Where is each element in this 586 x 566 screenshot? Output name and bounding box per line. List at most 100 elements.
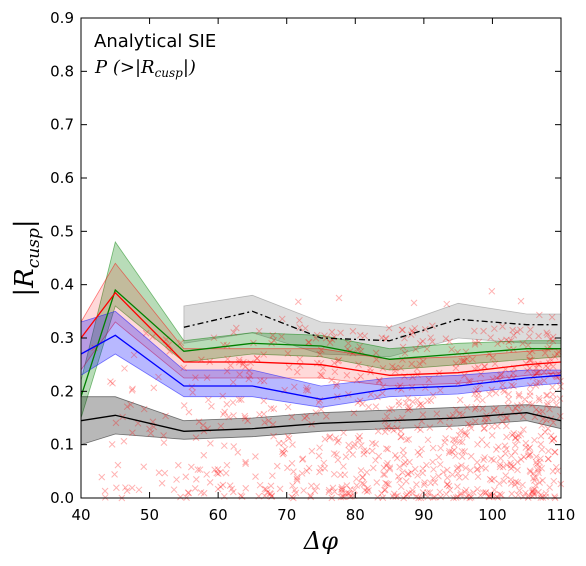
scatter-point bbox=[214, 470, 222, 477]
scatter-point bbox=[538, 422, 546, 429]
scatter-point bbox=[350, 409, 358, 417]
scatter-point bbox=[339, 493, 347, 501]
y-tick-label: 0.2 bbox=[50, 382, 74, 400]
scatter-point bbox=[402, 399, 410, 407]
scatter-point bbox=[182, 473, 190, 481]
scatter-point bbox=[399, 326, 406, 334]
scatter-point bbox=[442, 435, 449, 442]
scatter-point bbox=[461, 372, 468, 379]
axis-ticks: 40 50 60 70 80 90 100 110 0.0 0.1 0.2 0.3 0.4 0.5 0.6 0… bbox=[50, 9, 575, 524]
scatter-point bbox=[319, 364, 327, 372]
scatter-point bbox=[444, 480, 451, 488]
scatter-point bbox=[443, 466, 451, 474]
scatter-point bbox=[479, 396, 486, 404]
scatter-point bbox=[342, 453, 350, 461]
scatter-point bbox=[238, 493, 246, 501]
scatter-point bbox=[410, 299, 418, 307]
scatter-point bbox=[276, 485, 284, 493]
scatter-point bbox=[531, 486, 538, 493]
scatter-point bbox=[326, 434, 333, 441]
scatter-point bbox=[142, 329, 150, 337]
scatter-point bbox=[385, 481, 392, 488]
scatter-point bbox=[293, 368, 301, 376]
scatter-point bbox=[510, 331, 518, 339]
scatter-point bbox=[343, 482, 351, 489]
scatter-point bbox=[325, 486, 333, 494]
scatter-point bbox=[531, 477, 538, 484]
scatter-point bbox=[383, 462, 390, 469]
scatter-point bbox=[342, 490, 349, 498]
scatter-point bbox=[162, 412, 169, 420]
scatter-point bbox=[549, 337, 557, 345]
scatter-point bbox=[305, 338, 313, 346]
scatter-point bbox=[217, 468, 224, 476]
scatter-point bbox=[236, 371, 243, 378]
scatter-point bbox=[436, 461, 444, 468]
scatter-point bbox=[335, 356, 343, 364]
scatter-point bbox=[512, 478, 520, 486]
scatter-point bbox=[556, 412, 564, 420]
y-tick-label: 0.6 bbox=[50, 169, 74, 187]
scatter-point bbox=[503, 415, 511, 422]
scatter-point bbox=[326, 339, 334, 346]
scatter-point bbox=[397, 364, 405, 372]
scatter-point bbox=[503, 461, 511, 469]
scatter-point bbox=[442, 335, 450, 342]
scatter-point bbox=[337, 471, 344, 479]
scatter-point bbox=[222, 469, 230, 477]
scatter-point bbox=[337, 493, 345, 501]
scatter-point bbox=[307, 482, 315, 490]
scatter-point bbox=[494, 340, 501, 348]
scatter-point bbox=[256, 481, 264, 489]
scatter-point bbox=[473, 395, 481, 403]
scatter-point bbox=[550, 477, 558, 485]
scatter-point bbox=[107, 378, 114, 385]
scatter-point bbox=[495, 443, 502, 451]
scatter-point bbox=[496, 372, 504, 379]
x-tick-label: 40 bbox=[71, 506, 90, 524]
scatter-point bbox=[235, 396, 243, 403]
scatter-point bbox=[302, 386, 310, 394]
scatter-point bbox=[396, 463, 404, 471]
scatter-point bbox=[414, 396, 421, 404]
scatter-point bbox=[330, 450, 338, 457]
scatter-point bbox=[399, 343, 407, 351]
scatter-point bbox=[457, 491, 464, 499]
scatter-point bbox=[509, 369, 517, 377]
scatter-point bbox=[424, 493, 432, 501]
series-line-2 bbox=[80, 291, 562, 376]
scatter-point bbox=[187, 463, 195, 471]
scatter-point bbox=[522, 444, 530, 451]
scatter-point bbox=[355, 361, 362, 369]
scatter-point bbox=[522, 439, 530, 447]
scatter-point bbox=[262, 486, 270, 493]
scatter-points bbox=[91, 287, 565, 502]
x-tick-label: 90 bbox=[414, 506, 433, 524]
scatter-point bbox=[338, 484, 346, 491]
scatter-point bbox=[268, 472, 276, 480]
scatter-point bbox=[490, 456, 498, 464]
scatter-point bbox=[357, 467, 365, 474]
scatter-point bbox=[120, 437, 128, 445]
scatter-point bbox=[537, 491, 545, 499]
scatter-point bbox=[481, 362, 488, 370]
scatter-point bbox=[503, 445, 510, 453]
scatter-point bbox=[307, 493, 315, 501]
scatter-point bbox=[230, 443, 238, 450]
scatter-point bbox=[301, 414, 309, 422]
scatter-point bbox=[395, 398, 403, 406]
scatter-point bbox=[532, 453, 540, 461]
scatter-point bbox=[481, 419, 489, 427]
scatter-point bbox=[270, 432, 277, 440]
scatter-point bbox=[278, 448, 286, 456]
scatter-point bbox=[374, 493, 382, 501]
scatter-point bbox=[128, 484, 136, 492]
scatter-point bbox=[317, 346, 325, 354]
scatter-point bbox=[293, 475, 301, 483]
scatter-point bbox=[445, 423, 453, 431]
scatter-point bbox=[437, 493, 445, 501]
scatter-point bbox=[426, 489, 434, 496]
scatter-point bbox=[381, 428, 389, 436]
scatter-point bbox=[206, 478, 214, 486]
scatter-point bbox=[504, 402, 512, 409]
